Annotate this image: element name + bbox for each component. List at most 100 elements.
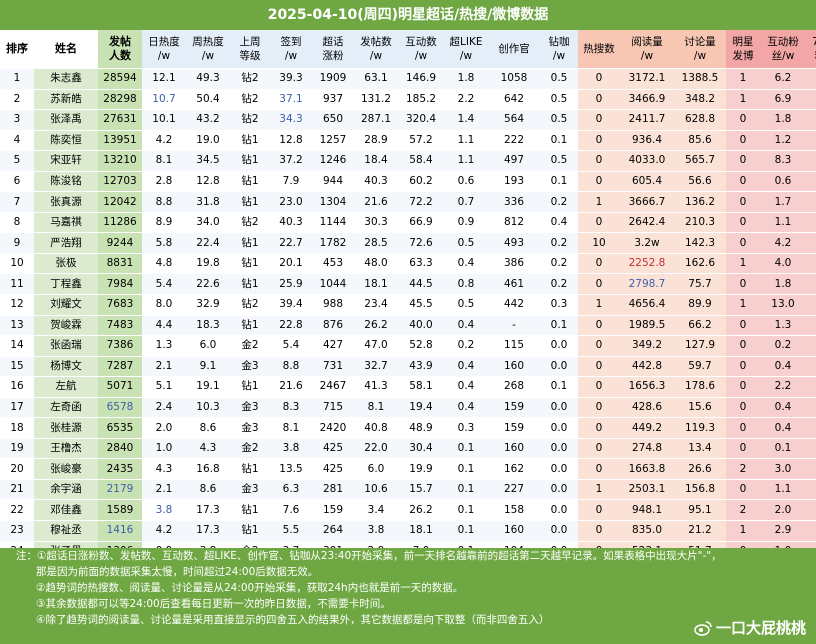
table-cell: 14 [0, 335, 34, 357]
table-cell: 26.2 [398, 499, 444, 522]
table-cell: 95.1 [674, 499, 726, 522]
table-cell: 210.3 [674, 212, 726, 234]
column-header: 排序 [0, 30, 34, 69]
table-cell: 1.8 [760, 109, 806, 131]
table-cell: 17.3 [186, 499, 230, 522]
table-cell: 0.4 [444, 376, 488, 398]
column-header-line2: /w [369, 50, 383, 62]
table-cell: 0 [578, 376, 620, 398]
table-cell: 朱志鑫 [34, 68, 98, 90]
table-cell: 193 [488, 171, 540, 193]
table-cell: 160 [488, 438, 540, 460]
table-row: 21 余宇涵 2179 2.1 8.6 金3 6.3 281 10.6 15.7 0.1 227 0.0… [0, 479, 816, 501]
table-row: 20 张峻豪 2435 4.3 16.8 钻1 13.5 425 6.0 19.9 0.1 162 0.… [0, 458, 816, 480]
table-cell: 0.2 [540, 232, 578, 254]
column-header: 讨论量/w [674, 30, 726, 69]
table-row: 23 穆祉丞 1416 4.2 17.3 钻1 5.5 264 3.8 18.1 0.1 160 0.0… [0, 520, 816, 542]
table-cell: 7984 [98, 273, 142, 296]
table-header-row: 排序 姓名 发帖 人数 日热度/w 周热度/w 上周 等级 签到/w 超话 涨粉 发帖数/w 互动数/w… [0, 30, 816, 69]
data-table: 排序 姓名 发帖 人数 日热度/w 周热度/w 上周 等级 签到/w 超话 涨粉 发帖数/w 互动数/w… [0, 30, 816, 563]
table-cell: 19.0 [186, 130, 230, 152]
table-cell: 2.4 [806, 212, 816, 234]
table-cell: 23 [0, 520, 34, 542]
table-cell: 贺峻霖 [34, 315, 98, 337]
table-cell: 5.4 [142, 273, 186, 296]
table-cell: 2420 [312, 417, 354, 439]
column-header-line2: /w [201, 50, 215, 62]
table-cell: 张峻豪 [34, 458, 98, 480]
table-cell: 20 [0, 458, 34, 480]
column-header: 超话 涨粉 [312, 30, 354, 69]
table-cell: 4.3 [186, 438, 230, 460]
table-cell: 余宇涵 [34, 479, 98, 501]
table-cell: 274.8 [620, 438, 674, 460]
table-cell: 3.0 [760, 458, 806, 480]
table-cell: 8.1 [354, 397, 398, 419]
table-cell: 1058 [488, 68, 540, 90]
table-cell: 2 [726, 499, 760, 522]
table-cell: 15 [0, 356, 34, 378]
table-cell: 钻1 [230, 232, 270, 254]
table-cell: 876 [312, 315, 354, 337]
table-cell: 5 [0, 150, 34, 172]
table-cell: 18 [0, 417, 34, 439]
table-cell: 0.1 [444, 499, 488, 522]
table-cell: 812 [488, 212, 540, 234]
table-cell: 0.4 [760, 417, 806, 439]
table-cell: 0 [578, 130, 620, 152]
table-cell: 425 [312, 438, 354, 460]
table-cell: 0 [726, 438, 760, 460]
table-cell: 10.7 [142, 89, 186, 111]
column-header: 日热度/w [142, 30, 186, 69]
table-cell: 37.2 [270, 150, 312, 172]
table-row: 22 邓佳鑫 1589 3.8 17.3 钻1 7.6 159 3.4 26.2 0.1 158 0.0… [0, 499, 816, 522]
table-cell: 12 [0, 294, 34, 316]
table-cell: 钻1 [230, 499, 270, 522]
table-cell: 穆祉丞 [34, 520, 98, 542]
table-cell: 12.1 [142, 68, 186, 90]
table-cell: 0.0 [540, 356, 578, 378]
table-cell: 22.6 [186, 273, 230, 296]
table-cell: 0 [578, 273, 620, 296]
table-cell: 7287 [98, 356, 142, 378]
table-cell: 1246 [312, 150, 354, 172]
column-header-line2: /w [414, 50, 428, 62]
table-cell: 8.1 [142, 150, 186, 172]
table-cell: 0 [726, 150, 760, 172]
table-cell: 119.3 [674, 417, 726, 439]
table-cell: 1.5 [806, 356, 816, 378]
table-cell: 1.0 [806, 253, 816, 275]
table-cell: 22 [0, 499, 34, 522]
table-cell: 13.4 [674, 438, 726, 460]
table-cell: 1.3 [142, 335, 186, 357]
table-cell: 0.0 [540, 335, 578, 357]
table-cell: 28594 [98, 68, 142, 90]
table-cell: 13.0 [760, 294, 806, 316]
column-header-line1: 周热度 [192, 36, 224, 48]
table-cell: 6.9 [760, 89, 806, 111]
table-cell: 57.2 [398, 130, 444, 152]
table-cell: 1304 [312, 191, 354, 213]
table-cell: 钻1 [230, 520, 270, 542]
column-header-line1: 超话 [322, 36, 344, 48]
table-cell: 2503.1 [620, 479, 674, 501]
table-cell: 159 [488, 417, 540, 439]
table-cell: 18.3 [186, 315, 230, 337]
table-cell: 0.0 [540, 458, 578, 480]
table-cell: 0 [726, 376, 760, 398]
table-cell: 52.8 [398, 335, 444, 357]
table-cell: 21.6 [270, 376, 312, 398]
table-row: 4 陈奕恒 13951 4.2 19.0 钻1 12.8 1257 28.9 57.2 1.1 222… [0, 130, 816, 152]
table-cell: 268 [488, 376, 540, 398]
column-header-line2: 等级 [239, 50, 261, 62]
column-header-line2: /w [552, 50, 566, 62]
table-cell: 3172.1 [620, 68, 674, 90]
table-cell: 731 [312, 356, 354, 378]
column-header: 创作官 [488, 30, 540, 69]
table-cell: 0.4 [444, 356, 488, 378]
table-cell: 0.5 [540, 109, 578, 131]
table-cell: 0 [578, 89, 620, 111]
table-cell: 0.5 [444, 232, 488, 254]
table-cell: 21.2 [674, 520, 726, 542]
table-cell: 1989.5 [620, 315, 674, 337]
